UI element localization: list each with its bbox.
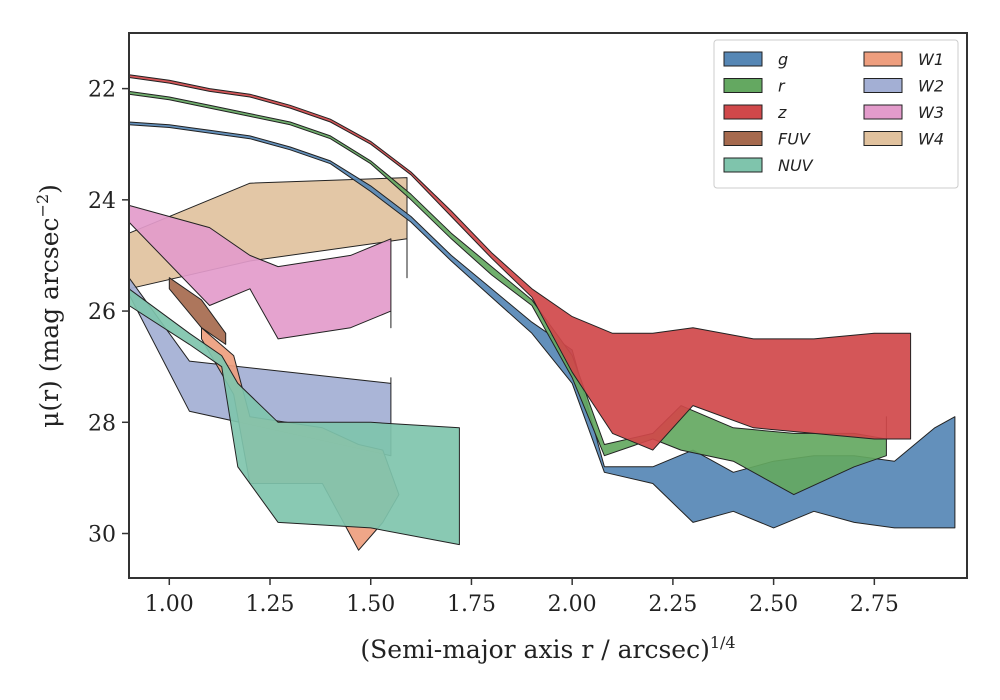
y-axis-label: μ(r) (mag arcsec−2) <box>33 184 64 428</box>
x-tick-label: 2.50 <box>749 592 798 617</box>
legend-swatch-w3 <box>863 104 903 120</box>
legend-swatch-w2 <box>863 78 903 93</box>
legend-label-z: z <box>777 103 787 122</box>
legend-label-g: g <box>778 50 788 69</box>
y-tick-label: 26 <box>88 300 116 325</box>
series-band-fuv <box>168 277 227 345</box>
series-band-z <box>128 74 912 451</box>
y-axis-label-text: μ(r) (mag arcsec <box>35 217 64 427</box>
x-tick-label: 2.00 <box>548 592 597 617</box>
x-axis-label-exponent: 1/4 <box>710 633 736 652</box>
legend-swatch-z <box>723 104 763 120</box>
y-axis-label-exponent: −2 <box>33 194 52 218</box>
legend-swatch-r <box>723 78 763 93</box>
x-tick-label: 1.75 <box>447 592 496 617</box>
legend-swatch-fuv <box>723 131 763 146</box>
y-tick-label: 22 <box>88 78 116 103</box>
x-tick-label: 1.00 <box>145 592 194 617</box>
legend-label-fuv: FUV <box>778 130 811 149</box>
plot-frame <box>128 32 968 579</box>
x-tick-label: 1.50 <box>346 592 395 617</box>
series-band-w3 <box>128 204 392 340</box>
legend-label-w2: W2 <box>918 77 944 96</box>
series-band-nuv <box>128 288 460 546</box>
legend-label-w1: W1 <box>918 50 944 69</box>
x-axis-label-text: (Semi-major axis r / arcsec) <box>360 635 709 664</box>
legend: grz FUV NUV W1 W2 W3 W4 <box>713 39 959 189</box>
x-axis: 1.00 1.25 1.50 1.75 2.00 2.25 2.50 2.75 <box>145 578 899 617</box>
legend-swatch-w4 <box>863 131 903 146</box>
legend-swatch-nuv <box>723 157 763 173</box>
y-axis-label-tail: ) <box>35 184 64 194</box>
y-tick-label: 30 <box>88 523 116 548</box>
y-tick-label: 28 <box>88 411 116 436</box>
legend-swatch-g <box>723 51 763 67</box>
y-tick-label: 24 <box>88 189 116 214</box>
x-tick-label: 1.25 <box>246 592 295 617</box>
legend-label-w4: W4 <box>918 130 944 149</box>
x-axis-label: (Semi-major axis r / arcsec)1/4 <box>360 633 735 664</box>
y-axis: 22 24 26 28 30 <box>88 78 129 548</box>
series-layer <box>128 74 956 551</box>
x-tick-label: 2.25 <box>648 592 697 617</box>
legend-label-r: r <box>778 77 786 96</box>
legend-swatch-w1 <box>863 51 903 67</box>
series-band-g <box>128 121 956 529</box>
legend-box <box>713 39 959 189</box>
legend-label-nuv: NUV <box>778 156 814 175</box>
x-tick-label: 2.75 <box>850 592 899 617</box>
legend-label-w3: W3 <box>918 103 944 122</box>
